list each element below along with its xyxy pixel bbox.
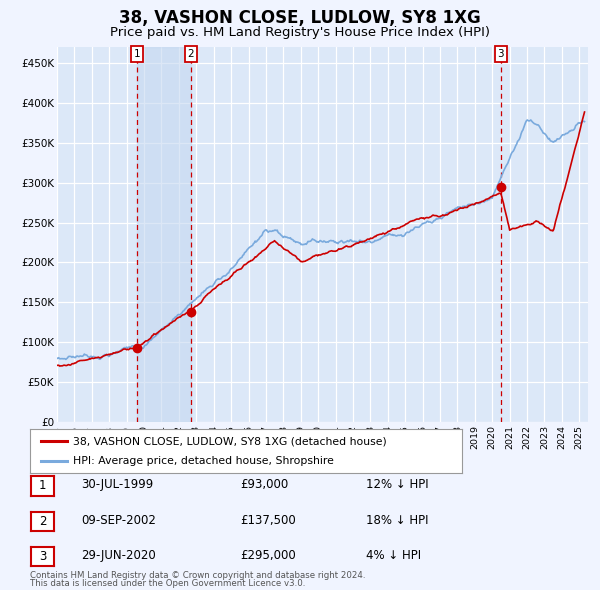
Text: 12% ↓ HPI: 12% ↓ HPI — [366, 478, 428, 491]
Text: Price paid vs. HM Land Registry's House Price Index (HPI): Price paid vs. HM Land Registry's House … — [110, 26, 490, 39]
Text: 2: 2 — [188, 49, 194, 59]
Text: 09-SEP-2002: 09-SEP-2002 — [81, 514, 156, 527]
Text: £93,000: £93,000 — [240, 478, 288, 491]
Text: This data is licensed under the Open Government Licence v3.0.: This data is licensed under the Open Gov… — [30, 579, 305, 588]
Text: 3: 3 — [39, 550, 46, 563]
Text: 38, VASHON CLOSE, LUDLOW, SY8 1XG: 38, VASHON CLOSE, LUDLOW, SY8 1XG — [119, 9, 481, 28]
Text: 18% ↓ HPI: 18% ↓ HPI — [366, 514, 428, 527]
Text: 2: 2 — [39, 514, 46, 528]
Text: £137,500: £137,500 — [240, 514, 296, 527]
Text: 29-JUN-2020: 29-JUN-2020 — [81, 549, 156, 562]
Text: 38, VASHON CLOSE, LUDLOW, SY8 1XG (detached house): 38, VASHON CLOSE, LUDLOW, SY8 1XG (detac… — [73, 437, 387, 446]
Text: 3: 3 — [497, 49, 504, 59]
Text: 30-JUL-1999: 30-JUL-1999 — [81, 478, 153, 491]
Text: 1: 1 — [39, 479, 46, 493]
Text: 4% ↓ HPI: 4% ↓ HPI — [366, 549, 421, 562]
Bar — [137, 47, 191, 422]
Text: HPI: Average price, detached house, Shropshire: HPI: Average price, detached house, Shro… — [73, 456, 334, 466]
Text: 1: 1 — [133, 49, 140, 59]
Text: £295,000: £295,000 — [240, 549, 296, 562]
Text: Contains HM Land Registry data © Crown copyright and database right 2024.: Contains HM Land Registry data © Crown c… — [30, 571, 365, 580]
